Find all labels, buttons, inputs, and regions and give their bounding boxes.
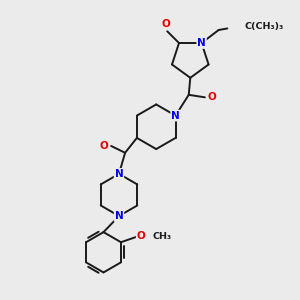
Text: N: N: [115, 169, 123, 179]
Text: N: N: [115, 211, 123, 221]
Text: C(CH₃)₃: C(CH₃)₃: [244, 22, 284, 32]
Text: N: N: [171, 111, 180, 121]
Text: O: O: [100, 141, 109, 151]
Text: CH₃: CH₃: [153, 232, 172, 241]
Text: O: O: [207, 92, 216, 102]
Text: O: O: [137, 231, 146, 241]
Text: O: O: [162, 20, 171, 29]
Text: N: N: [197, 38, 206, 48]
